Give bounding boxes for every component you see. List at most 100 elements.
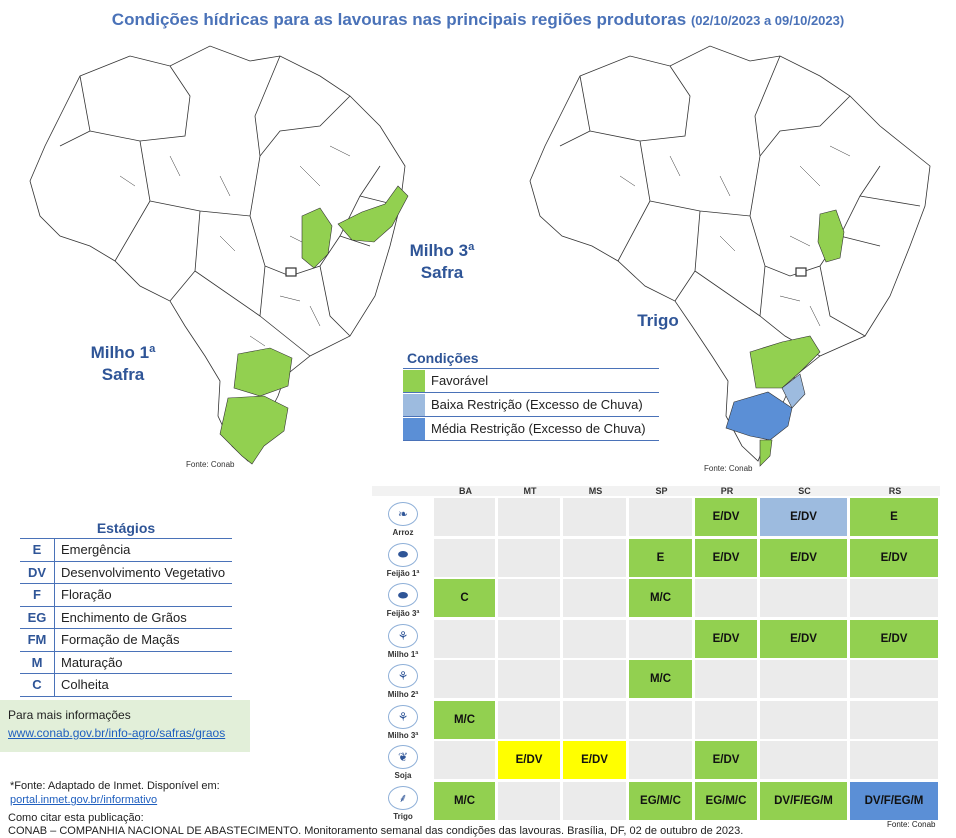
condition-label: Média Restrição (Excesso de Chuva) — [431, 421, 646, 436]
table-cell — [563, 619, 626, 658]
crop-row-header: ❧ Arroz — [372, 502, 434, 537]
stage-code: FM — [20, 629, 55, 651]
stage-row: DV Desenvolvimento Vegetativo — [20, 560, 232, 583]
crop-row-header: ⬬ Feijão 3ª — [372, 583, 434, 618]
table-cell: E/DV — [695, 498, 757, 536]
column-header-ba: BA — [459, 486, 472, 496]
label-milho-1a: Milho 1ª Safra — [90, 343, 156, 384]
table-cell: M/C — [629, 660, 692, 698]
table-cell — [629, 619, 692, 658]
table-cell — [434, 538, 495, 577]
info-link[interactable]: www.conab.gov.br/info-agro/safras/graos — [8, 726, 226, 740]
stages-title: Estágios — [96, 520, 156, 536]
table-cell: EG/M/C — [695, 781, 757, 820]
table-cell — [498, 538, 560, 577]
stage-description: Maturação — [61, 654, 123, 670]
crop-row-header: ⚘ Milho 2ª — [372, 664, 434, 699]
table-cell: E — [850, 498, 938, 536]
stage-row: E Emergência — [20, 538, 232, 561]
condition-swatch — [403, 393, 425, 416]
crop-row-header: ⸙ Trigo — [372, 785, 434, 821]
footnote-link[interactable]: portal.inmet.gov.br/informativo — [10, 794, 158, 806]
stage-row: F Floração — [20, 583, 232, 606]
table-cell: E/DV — [850, 538, 938, 577]
table-cell: E/DV — [695, 538, 757, 577]
crop-name: Feijão 1ª — [386, 568, 420, 578]
page-title: Condições hídricas para as lavouras nas … — [0, 10, 956, 30]
table-cell — [434, 619, 495, 658]
stage-code: F — [20, 584, 55, 606]
table-cell: E/DV — [760, 498, 847, 536]
stage-description: Floração — [61, 587, 112, 603]
column-header-ms: MS — [588, 486, 603, 496]
stage-description: Enchimento de Grãos — [61, 609, 187, 625]
table-cell: E/DV — [760, 538, 847, 577]
table-cell — [563, 700, 626, 739]
stage-code: M — [20, 651, 55, 673]
crop-row-header: ⬬ Feijão 1ª — [372, 542, 434, 578]
crop-name: Trigo — [393, 811, 413, 821]
crop-name: Soja — [394, 771, 412, 780]
table-cell: E/DV — [760, 619, 847, 658]
table-cell — [563, 538, 626, 577]
table-cell: E/DV — [563, 741, 626, 779]
conditions-title: Condições — [407, 350, 479, 366]
column-header-sp: SP — [655, 486, 668, 496]
table-cell — [850, 660, 938, 698]
condition-label: Baixa Restrição (Excesso de Chuva) — [431, 397, 643, 412]
table-cell — [434, 660, 495, 698]
table-cell — [498, 619, 560, 658]
table-cell — [760, 700, 847, 739]
condition-label: Favorável — [431, 373, 489, 388]
map-right-source: Fonte: Conab — [704, 464, 753, 473]
table-cell: E/DV — [695, 619, 757, 658]
stage-code: E — [20, 539, 55, 561]
table-cell — [695, 579, 757, 617]
crop-row-header: ⚘ Milho 3ª — [372, 704, 434, 740]
crop-name: Arroz — [392, 528, 414, 537]
table-cell — [850, 579, 938, 617]
title-main: Condições hídricas para as lavouras nas … — [111, 10, 687, 29]
stage-description: Emergência — [61, 542, 131, 558]
table-cell: E/DV — [850, 619, 938, 658]
crop-name: Milho 2ª — [387, 690, 419, 699]
table-cell: DV/F/EG/M — [850, 781, 938, 820]
column-header-pr: PR — [720, 486, 734, 496]
table-cell — [629, 741, 692, 779]
footnote-text: *Fonte: Adaptado de Inmet. Disponível em… — [10, 780, 220, 792]
label-trigo: Trigo — [637, 311, 679, 330]
soy-icon: ❦ — [388, 745, 418, 769]
info-box: Para mais informações www.conab.gov.br/i… — [0, 700, 250, 752]
table-header-bar — [372, 486, 940, 496]
table-cell: C — [434, 579, 495, 617]
conditions-legend: Condições Favorável Baixa Restrição (Exce… — [403, 350, 659, 441]
table-cell — [563, 781, 626, 820]
column-header-rs: RS — [888, 486, 902, 496]
table-cell — [850, 741, 938, 779]
table-cell: DV/F/EG/M — [760, 781, 847, 820]
corn-icon: ⚘ — [388, 623, 418, 648]
table-cell — [760, 579, 847, 617]
table-cell — [498, 498, 560, 536]
table-cell: E/DV — [695, 741, 757, 779]
citation-label: Como citar esta publicação: — [8, 812, 144, 824]
stage-row: C Colheita — [20, 673, 232, 697]
map-milho — [20, 36, 420, 476]
corn-icon: ⚘ — [388, 664, 418, 688]
crop-name: Milho 3ª — [387, 730, 419, 740]
map-trigo — [520, 36, 940, 476]
info-text: Para mais informações — [8, 708, 131, 722]
table-cell: M/C — [629, 579, 692, 617]
stage-row: M Maturação — [20, 650, 232, 673]
crop-name: Feijão 3ª — [386, 609, 420, 618]
citation-text: CONAB – COMPANHIA NACIONAL DE ABASTECIME… — [8, 825, 744, 837]
crop-row-header: ❦ Soja — [372, 745, 434, 780]
wheat-icon: ⸙ — [388, 785, 418, 810]
table-cell: E/DV — [498, 741, 560, 779]
bean-icon: ⬬ — [388, 542, 418, 567]
table-cell — [695, 660, 757, 698]
column-header-mt: MT — [523, 486, 537, 496]
column-header-sc: SC — [798, 486, 811, 496]
condition-row: Favorável — [403, 368, 659, 392]
condition-row: Baixa Restrição (Excesso de Chuva) — [403, 392, 659, 416]
